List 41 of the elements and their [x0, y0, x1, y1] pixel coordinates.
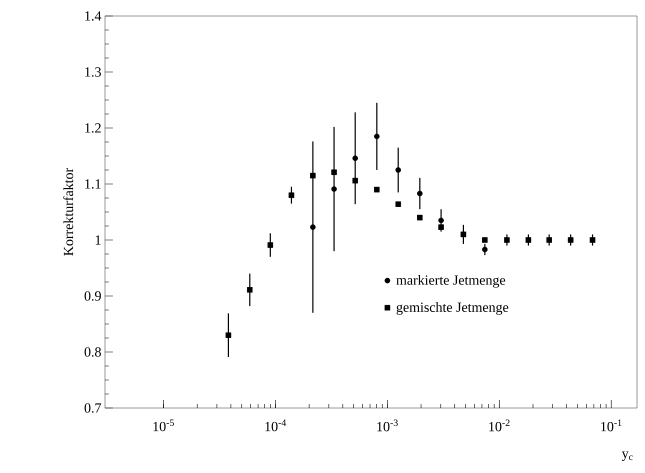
x-tick-label: 10$^{-1}$	[601, 420, 622, 432]
y-tick-label: 0.8	[84, 347, 101, 357]
point	[417, 214, 423, 220]
y-tick-label: 1.2	[85, 123, 101, 133]
point	[395, 201, 401, 207]
point	[590, 237, 596, 243]
y-tick-label: 1	[96, 235, 101, 245]
point	[482, 237, 488, 243]
x-tick-label: 10$^{-5}$	[153, 420, 174, 432]
point	[546, 237, 552, 243]
legend-label: markierte Jetmenge	[396, 274, 506, 288]
y-tick-label: 1.3	[85, 67, 101, 77]
point	[568, 237, 574, 243]
y-axis-title: Korrekturfaktor	[63, 168, 74, 256]
point	[374, 186, 380, 192]
point	[460, 232, 466, 238]
point	[482, 246, 488, 252]
point	[310, 172, 316, 178]
point	[504, 237, 510, 243]
point	[526, 237, 532, 243]
x-axis-title: y$_{c}$	[622, 452, 633, 461]
point	[417, 190, 423, 196]
x-tick-label: 10$^{-2}$	[489, 420, 510, 432]
point	[352, 155, 358, 162]
point	[310, 224, 316, 230]
x-tick-label: 10$^{-3}$	[377, 420, 398, 432]
point	[374, 134, 380, 140]
y-tick-label: 0.9	[84, 291, 101, 301]
point	[331, 169, 337, 176]
point	[288, 192, 294, 198]
point	[352, 178, 358, 184]
y-tick-label: 0.7	[84, 403, 102, 413]
y-tick-label: 1.4	[85, 11, 102, 21]
x-tick-label: 10$^{-4}$	[265, 420, 286, 432]
y-tick-label: 1.1	[85, 179, 101, 189]
point	[331, 186, 337, 192]
point	[395, 167, 401, 173]
point	[438, 218, 444, 224]
point	[438, 224, 444, 230]
legend-label: gemischte Jetmenge	[396, 302, 508, 315]
point	[268, 242, 274, 248]
